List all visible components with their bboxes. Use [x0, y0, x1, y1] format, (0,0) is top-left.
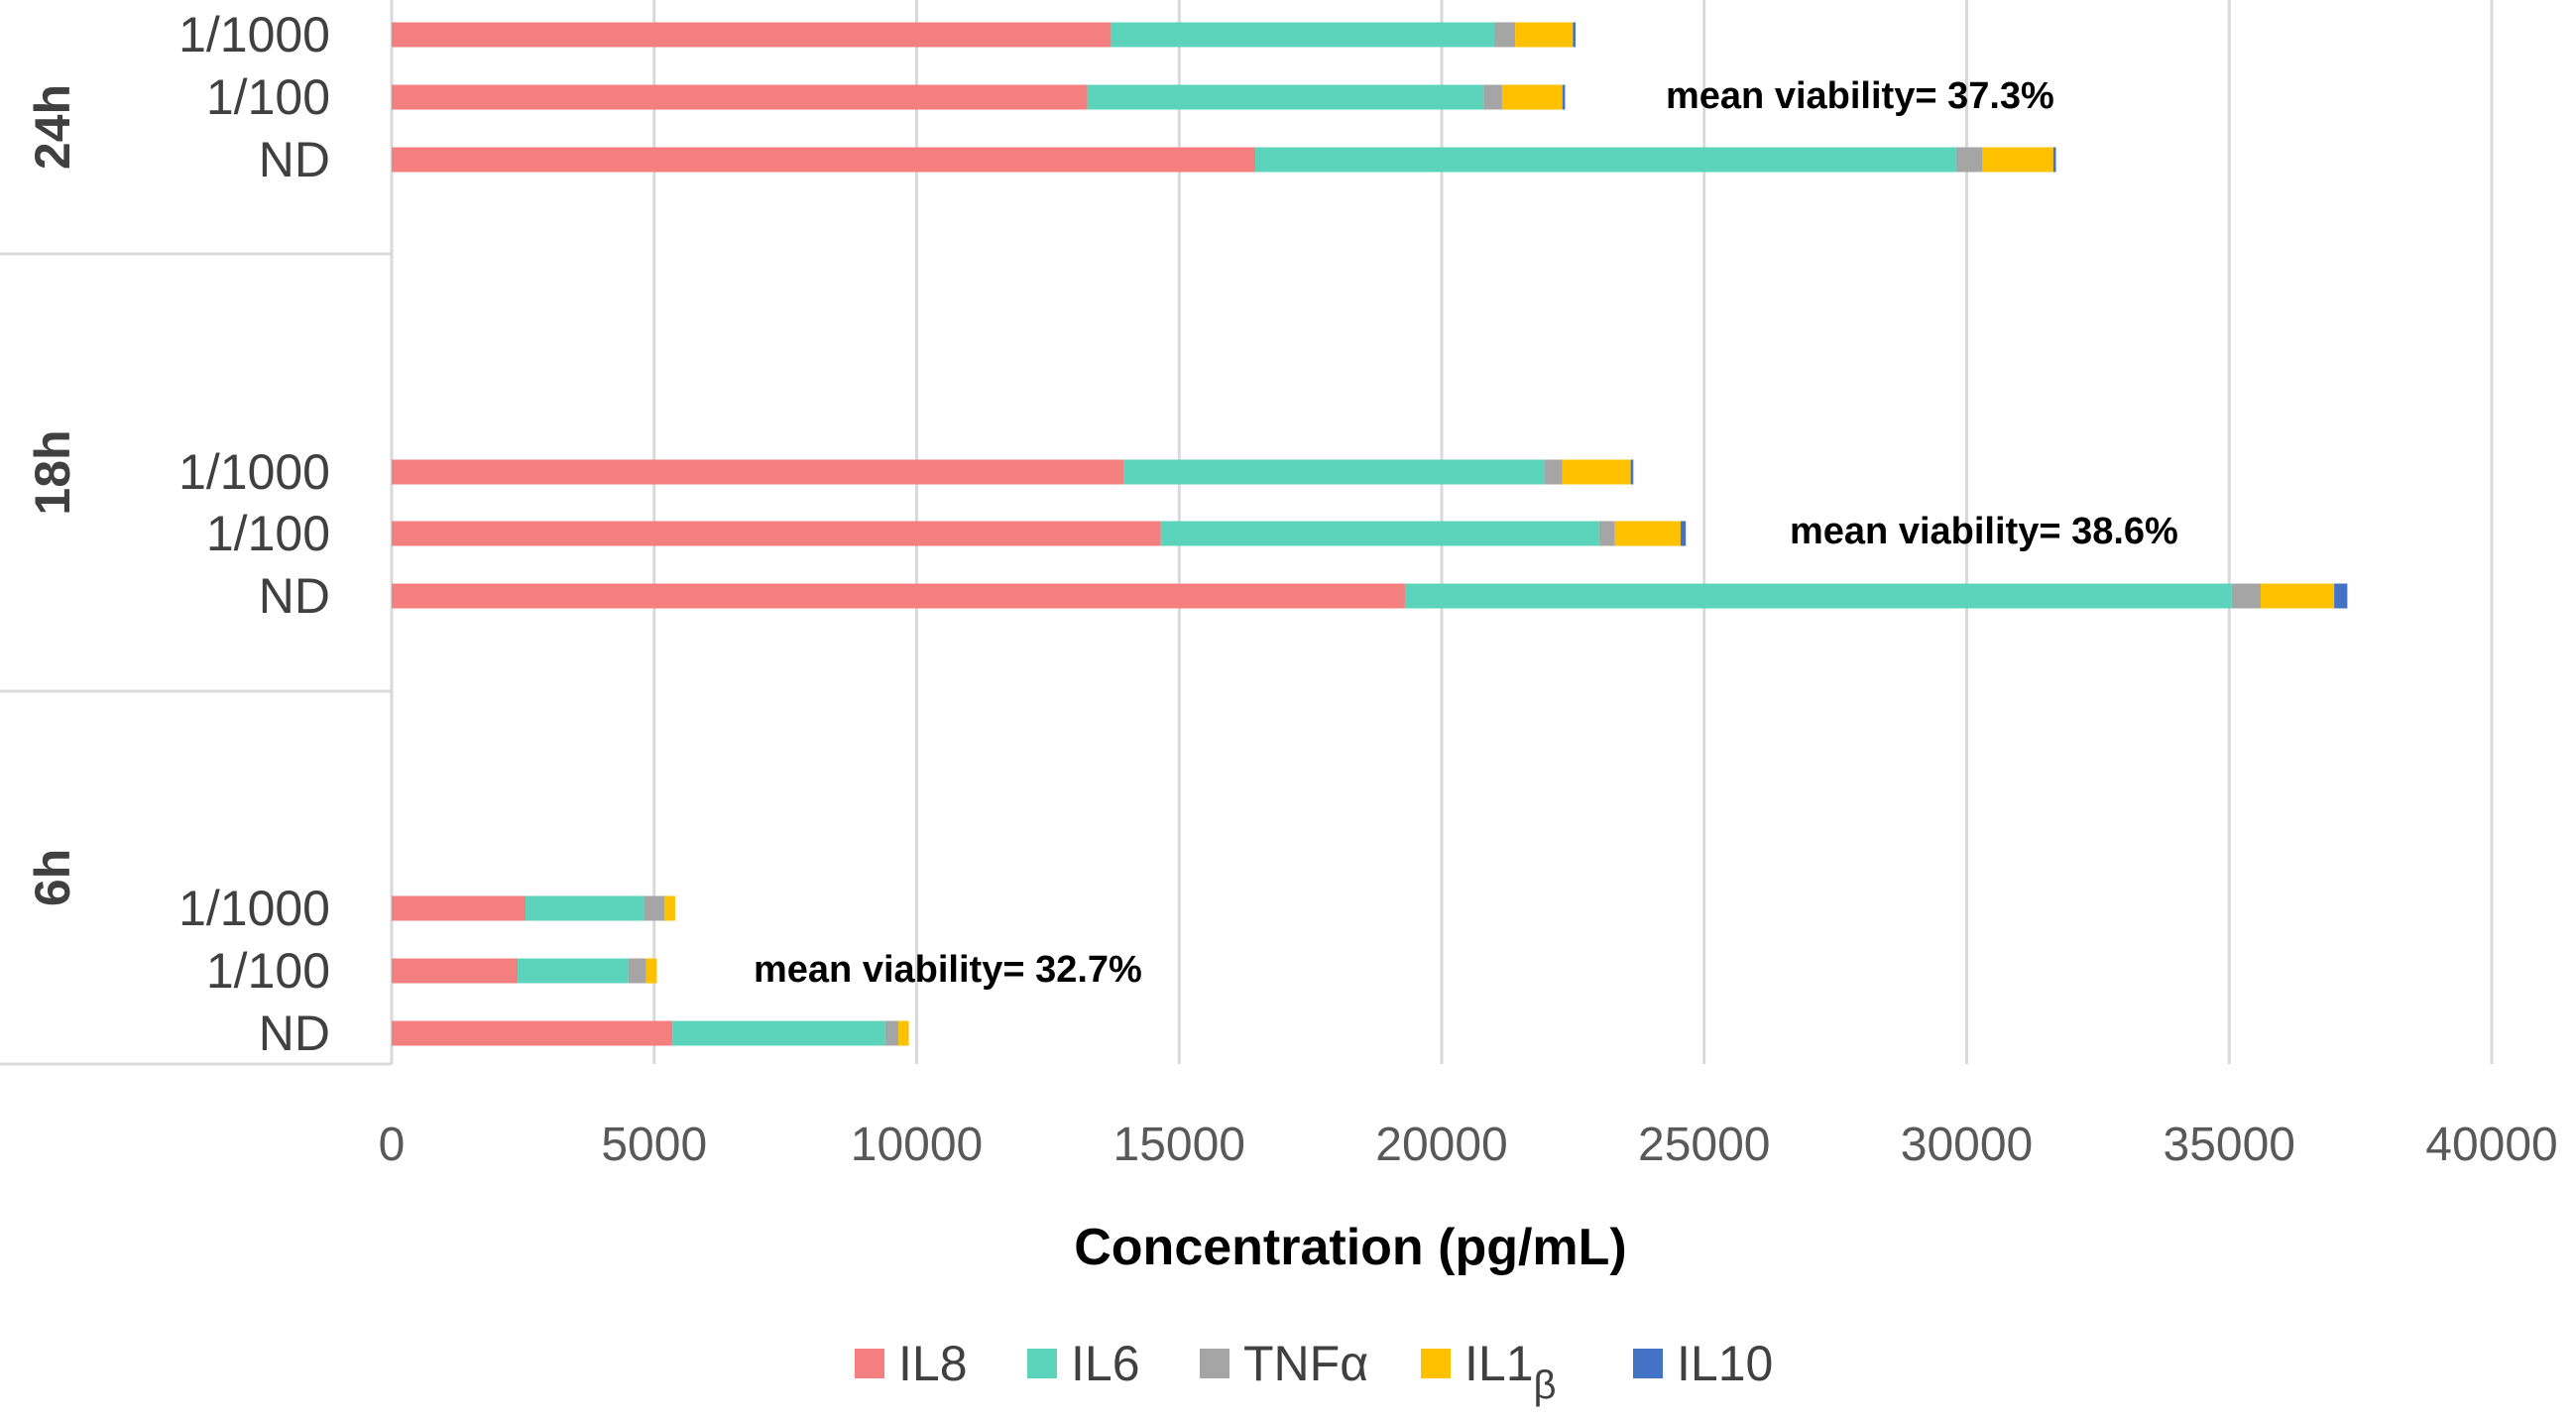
bar-segment-18h-1-1000-il8 [392, 459, 1124, 485]
legend-swatch-il6 [1027, 1349, 1057, 1378]
bar-segment-18h-nd-il8 [392, 583, 1405, 609]
bar-segment-18h-nd-il1b [2261, 583, 2335, 609]
legend-swatch-il10 [1633, 1349, 1663, 1378]
x-tick-label-15000: 15000 [1113, 1119, 1245, 1171]
legend-item-il6: IL6 [1027, 1336, 1140, 1391]
bar-segment-24h-1-100-il10 [1562, 84, 1566, 110]
x-tick-label-40000: 40000 [2425, 1119, 2557, 1171]
bar-segment-24h-1-1000-il10 [1573, 22, 1577, 48]
bar-segment-24h-1-100-il8 [392, 84, 1088, 110]
bar-segment-24h-nd-il10 [2052, 147, 2056, 173]
legend-item-il10: IL10 [1633, 1336, 1773, 1391]
bar-segment-24h-1-1000-tnfa [1493, 22, 1516, 48]
legend-label-tnfa: TNFα [1243, 1336, 1368, 1391]
bar-segment-6h-1-1000-il8 [392, 895, 527, 921]
bar-segment-6h-1-100-tnfa [628, 958, 646, 984]
x-tick-label-30000: 30000 [1901, 1119, 2033, 1171]
category-label-6h-1-1000: 1/1000 [178, 881, 330, 936]
category-label-6h-1-100: 1/100 [206, 943, 330, 999]
bar-segment-18h-1-100-il8 [392, 521, 1161, 546]
bar-segment-24h-1-100-il6 [1087, 84, 1484, 110]
legend-label-il10: IL10 [1677, 1336, 1773, 1391]
bar-segment-18h-nd-il6 [1404, 583, 2232, 609]
bar-segment-18h-1-100-il1b [1614, 521, 1681, 546]
category-label-24h-1-1000: 1/1000 [178, 7, 330, 62]
bar-segment-6h-1-1000-il1b [664, 895, 675, 921]
legend-label-il6: IL6 [1071, 1336, 1140, 1391]
bar-segment-6h-nd-tnfa [884, 1020, 898, 1046]
legend-swatch-tnfa [1200, 1349, 1229, 1378]
bar-segment-24h-1-100-il1b [1501, 84, 1563, 110]
x-tick-label-10000: 10000 [851, 1119, 983, 1171]
bar-segment-18h-nd-il10 [2334, 583, 2348, 609]
bar-segment-6h-nd-il1b [897, 1020, 909, 1046]
labels: 0 5000 10000 15000 20000 25000 30000 35000 40000… [25, 7, 2558, 1276]
bar-segment-6h-nd-il6 [672, 1020, 885, 1046]
bar-segment-24h-1-1000-il8 [392, 22, 1112, 48]
bar-segment-24h-1-1000-il1b [1515, 22, 1574, 48]
x-axis-title: Concentration (pg/mL) [1074, 1219, 1627, 1276]
bar-segment-18h-1-1000-il6 [1123, 459, 1545, 485]
legend-item-il8: IL8 [855, 1336, 968, 1391]
x-tick-label-35000: 35000 [2164, 1119, 2295, 1171]
category-label-18h-nd: ND [259, 568, 330, 624]
category-label-6h-nd: ND [259, 1006, 330, 1061]
bar-segment-18h-1-1000-tnfa [1544, 459, 1563, 485]
bar-segment-18h-1-1000-il1b [1562, 459, 1631, 485]
bar-segment-24h-nd-il1b [1982, 147, 2053, 173]
bar-segment-18h-1-100-il10 [1680, 521, 1687, 546]
legend: IL8 IL6 TNFα IL1β IL10 [855, 1336, 1773, 1407]
category-label-24h-1-100: 1/100 [206, 69, 330, 125]
category-label-18h-1-100: 1/100 [206, 506, 330, 561]
bar-segment-6h-1-1000-tnfa [644, 895, 665, 921]
group-label-6h: 6h [25, 849, 80, 906]
bar-segment-18h-nd-tnfa [2231, 583, 2262, 609]
bar-segment-24h-1-1000-il6 [1111, 22, 1494, 48]
bar-segment-6h-nd-il8 [392, 1020, 673, 1046]
legend-label-il8: IL8 [898, 1336, 968, 1391]
viability-annotation-18h: mean viability= 38.6% [1790, 511, 2178, 552]
bar-segment-24h-1-100-tnfa [1483, 84, 1502, 110]
category-label-18h-1-1000: 1/1000 [178, 444, 330, 500]
legend-label-il1b: IL1β [1464, 1336, 1557, 1407]
category-label-24h-nd: ND [259, 132, 330, 187]
bar-segment-6h-1-100-il6 [518, 958, 629, 984]
bar-segment-6h-1-100-il8 [392, 958, 519, 984]
group-label-18h: 18h [25, 429, 80, 515]
x-tick-label-5000: 5000 [601, 1119, 707, 1171]
bar-segment-18h-1-100-tnfa [1598, 521, 1615, 546]
bar-segment-6h-1-100-il1b [645, 958, 657, 984]
bar-segment-24h-nd-tnfa [1955, 147, 1983, 173]
group-label-24h: 24h [25, 84, 80, 170]
viability-annotation-6h: mean viability= 32.7% [754, 949, 1142, 991]
x-tick-label-20000: 20000 [1375, 1119, 1507, 1171]
x-tick-label-25000: 25000 [1638, 1119, 1770, 1171]
bar-segment-24h-nd-il8 [392, 147, 1256, 173]
bar-segment-18h-1-1000-il10 [1630, 459, 1634, 485]
bar-segment-24h-nd-il6 [1255, 147, 1956, 173]
bar-segment-6h-1-1000-il6 [526, 895, 644, 921]
viability-annotation-24h: mean viability= 37.3% [1666, 75, 2054, 117]
bars [392, 22, 2348, 1046]
legend-item-tnfa: TNFα [1200, 1336, 1368, 1391]
bar-segment-18h-1-100-il6 [1160, 521, 1599, 546]
legend-swatch-il1b [1421, 1349, 1451, 1378]
legend-swatch-il8 [855, 1349, 884, 1378]
x-tick-label-0: 0 [379, 1119, 406, 1171]
legend-item-il1b: IL1β [1421, 1336, 1557, 1407]
